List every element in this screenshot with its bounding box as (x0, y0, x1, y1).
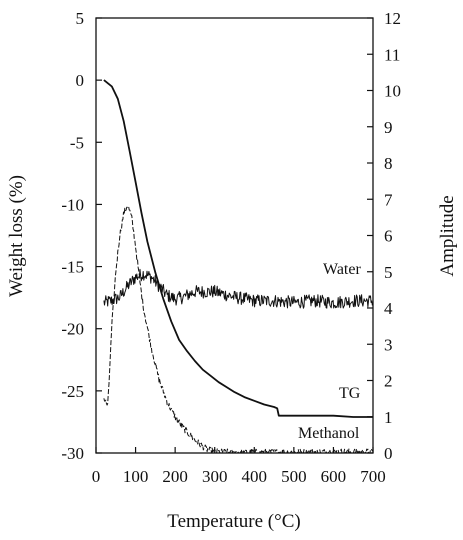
x-axis: 0 100 200 300 400 500 600 700 (92, 447, 386, 486)
y-left-tick-label: -5 (70, 133, 84, 152)
y-left-tick-label: -10 (61, 195, 84, 214)
series-water-line (103, 268, 373, 309)
y-right-tick-label: 0 (384, 444, 393, 463)
x-tick-label: 700 (360, 467, 386, 486)
x-tick-label: 400 (242, 467, 268, 486)
series-layer (103, 79, 373, 454)
y-right-tick-label: 10 (384, 82, 401, 101)
y-right-tick-label: 4 (384, 299, 393, 318)
x-tick-label: 100 (123, 467, 149, 486)
y-right-tick-label: 3 (384, 335, 393, 354)
y-left-tick-label: 5 (76, 9, 85, 28)
methanol-series-label: Methanol (298, 425, 360, 442)
y-right-tick-label: 9 (384, 118, 393, 137)
series-tg-line (103, 79, 373, 418)
plot-border (95, 17, 374, 454)
x-axis-title: Temperature (°C) (167, 511, 300, 532)
y-axis-right-title: Amplitude (437, 195, 458, 276)
y-right-tick-label: 2 (384, 372, 393, 391)
water-series-label: Water (323, 261, 361, 278)
y-axis-left: 5 0 -5 -10 -15 -20 -25 -30 (61, 9, 102, 463)
series-methanol-line (103, 205, 373, 454)
y-right-tick-label: 11 (384, 45, 400, 64)
y-left-tick-label: -20 (61, 320, 84, 339)
y-right-tick-label: 7 (384, 190, 393, 209)
y-left-tick-label: -30 (61, 444, 84, 463)
y-left-tick-label: 0 (76, 71, 85, 90)
x-tick-label: 500 (281, 467, 307, 486)
y-left-tick-label: -15 (61, 258, 84, 277)
y-right-tick-label: 8 (384, 154, 393, 173)
plot-frame (95, 17, 374, 454)
y-right-tick-label: 12 (384, 9, 401, 28)
y-right-tick-label: 6 (384, 227, 393, 246)
y-axis-left-title: Weight loss (%) (6, 175, 27, 297)
y-right-tick-label: 5 (384, 263, 393, 282)
y-left-tick-label: -25 (61, 382, 84, 401)
x-tick-label: 200 (162, 467, 188, 486)
tg-series-label: TG (339, 385, 361, 402)
x-tick-label: 0 (92, 467, 101, 486)
y-right-tick-label: 1 (384, 408, 393, 427)
x-tick-label: 300 (202, 467, 228, 486)
x-tick-label: 600 (321, 467, 347, 486)
